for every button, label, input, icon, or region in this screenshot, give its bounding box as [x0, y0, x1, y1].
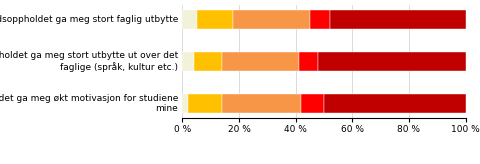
Bar: [197, 10, 233, 29]
Bar: [222, 52, 299, 71]
Bar: [182, 94, 188, 113]
Bar: [318, 52, 466, 71]
Bar: [330, 10, 466, 29]
Bar: [182, 10, 197, 29]
Bar: [182, 52, 194, 71]
Bar: [324, 94, 466, 113]
Bar: [194, 52, 222, 71]
Bar: [222, 94, 301, 113]
Bar: [233, 10, 310, 29]
Bar: [301, 94, 324, 113]
Bar: [188, 94, 222, 113]
Bar: [299, 52, 318, 71]
Bar: [310, 10, 330, 29]
